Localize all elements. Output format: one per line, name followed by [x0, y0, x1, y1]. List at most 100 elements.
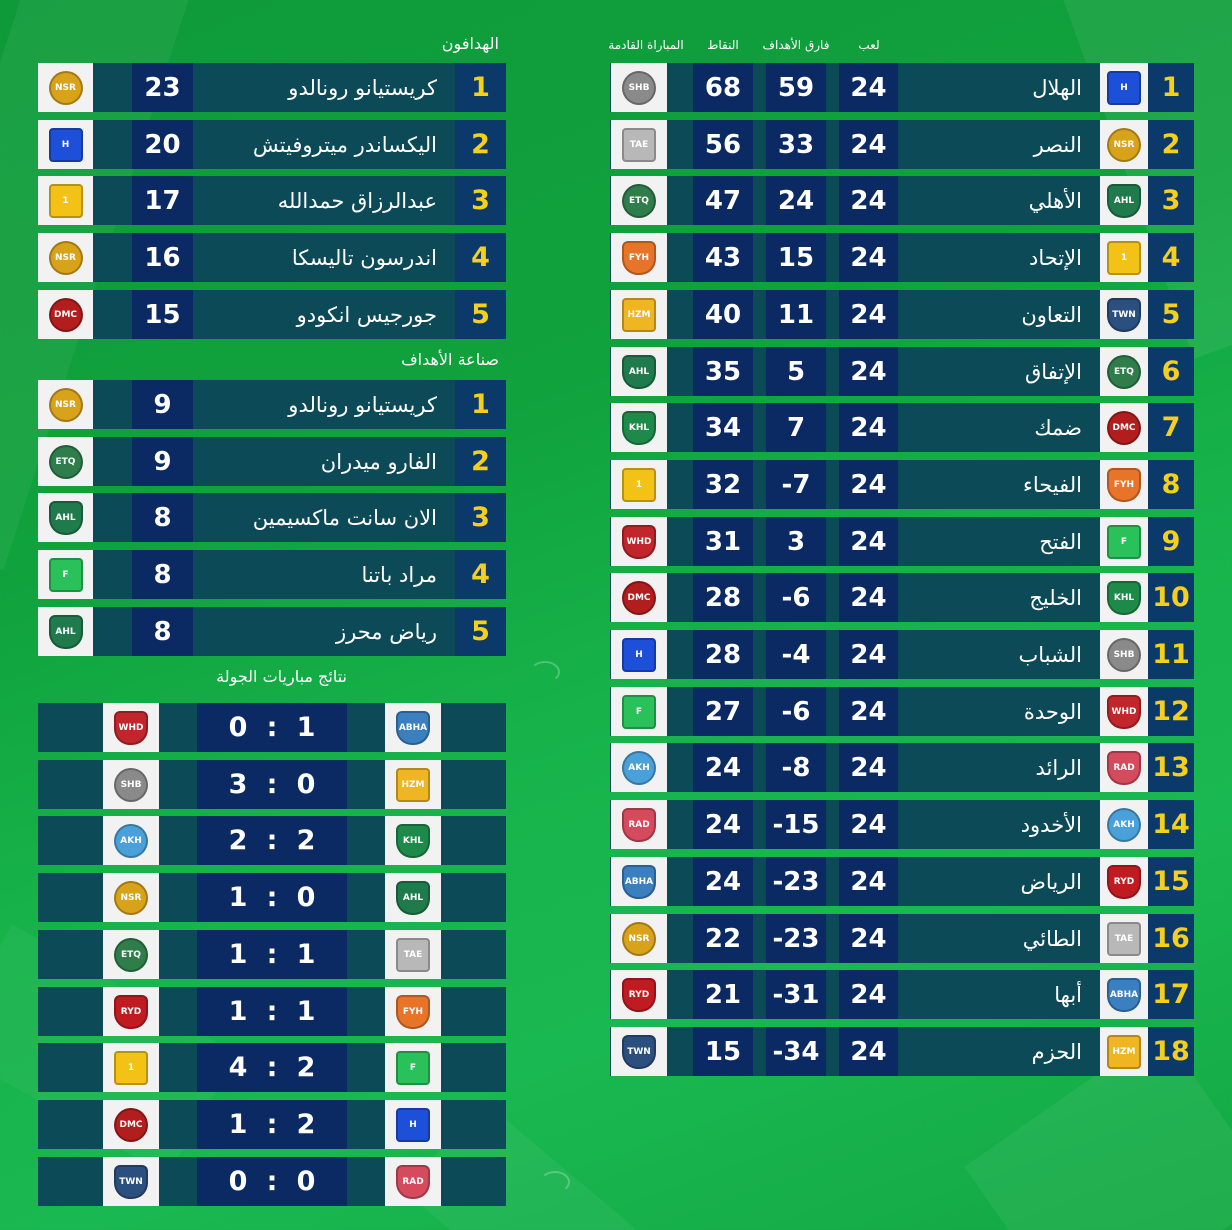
match-row[interactable]: NSR 1:0 AHL [38, 873, 506, 922]
assists-row[interactable]: AHL 8 رياض محرز 5 [38, 607, 506, 656]
standings-row[interactable]: RAD 24 -15 24 الأخدود AKH 14 [610, 800, 1194, 849]
assists-row[interactable]: AHL 8 الان سانت ماكسيمين 3 [38, 493, 506, 542]
scorers-row[interactable]: NSR 23 كريستيانو رونالدو 1 [38, 63, 506, 112]
al-nassr-logo-icon: NSR [48, 387, 83, 422]
team-name: الأهلي [1028, 188, 1082, 213]
score-box: 4:2 [197, 1043, 347, 1092]
points-cell: 35 [693, 347, 753, 396]
standings-row[interactable]: FYH 43 15 24 الإتحاد 1 4 [610, 233, 1194, 282]
al-ettifaq-logo-icon: ETQ [114, 937, 148, 972]
away-team-logo: WHD [103, 703, 159, 752]
match-row[interactable]: AKH 2:2 KHL [38, 816, 506, 865]
player-name: جورجيس انكودو [296, 302, 437, 327]
al-ahli-logo-icon: AHL [1107, 183, 1141, 218]
standings-row[interactable]: RYD 21 -31 24 أبها ABHA 17 [610, 970, 1194, 1019]
rank-cell: 1 [455, 63, 506, 112]
scorers-row[interactable]: H 20 اليكساندر ميتروفيتش 2 [38, 120, 506, 169]
away-score: 0 [228, 712, 248, 743]
rank-cell: 3 [455, 493, 506, 542]
home-score: 2 [296, 825, 316, 856]
standings-row[interactable]: KHL 34 7 24 ضمك DMC 7 [610, 403, 1194, 452]
away-team-logo: SHB [103, 760, 159, 809]
al-ittihad-logo-icon: 1 [1107, 240, 1141, 275]
standings-row[interactable]: 1 32 -7 24 الفيحاء FYH 8 [610, 460, 1194, 509]
assists-row[interactable]: ETQ 9 الفارو ميدران 2 [38, 437, 506, 486]
away-team-logo: TWN [103, 1157, 159, 1206]
rank-cell: 3 [1148, 176, 1194, 225]
score-box: 0:0 [197, 1157, 347, 1206]
played-cell: 24 [839, 800, 898, 849]
standings-row[interactable]: F 27 -6 24 الوحدة WHD 12 [610, 687, 1194, 736]
standings-row[interactable]: AKH 24 -8 24 الرائد RAD 13 [610, 743, 1194, 792]
standings-row[interactable]: H 28 -4 24 الشباب SHB 11 [610, 630, 1194, 679]
played-cell: 24 [839, 914, 898, 963]
rank-cell: 4 [1148, 233, 1194, 282]
standings-row[interactable]: ETQ 47 24 24 الأهلي AHL 3 [610, 176, 1194, 225]
team-logo: 1 [1100, 233, 1148, 282]
rank-cell: 2 [455, 437, 506, 486]
goal-difference-cell: -7 [766, 460, 826, 509]
rank-cell: 2 [1148, 120, 1194, 169]
match-row[interactable]: DMC 1:2 H [38, 1100, 506, 1149]
al-wehda-logo-icon: WHD [622, 524, 656, 559]
scorers-row[interactable]: NSR 16 اندرسون تاليسكا 4 [38, 233, 506, 282]
away-team-logo: NSR [103, 873, 159, 922]
standings-row[interactable]: DMC 28 -6 24 الخليج KHL 10 [610, 573, 1194, 622]
club-logo: AHL [38, 493, 93, 542]
standings-row[interactable]: WHD 31 3 24 الفتح F 9 [610, 517, 1194, 566]
goal-difference-cell: -31 [766, 970, 826, 1019]
standings-row[interactable]: NSR 22 -23 24 الطائي TAE 16 [610, 914, 1194, 963]
standings-row[interactable]: SHB 68 59 24 الهلال H 1 [610, 63, 1194, 112]
standings-row[interactable]: ABHA 24 -23 24 الرياض RYD 15 [610, 857, 1194, 906]
away-score: 1 [228, 1109, 248, 1140]
points-cell: 24 [693, 743, 753, 792]
standings-row[interactable]: HZM 40 11 24 التعاون TWN 5 [610, 290, 1194, 339]
match-row[interactable]: TWN 0:0 RAD [38, 1157, 506, 1206]
match-row[interactable]: SHB 3:0 HZM [38, 760, 506, 809]
next-match-logo: TWN [611, 1027, 667, 1076]
al-fayha-logo-icon: FYH [622, 240, 656, 275]
al-fateh-logo-icon: F [48, 557, 83, 592]
goal-difference-cell: 24 [766, 176, 826, 225]
score-separator: : [266, 1109, 278, 1140]
rank-cell: 17 [1148, 970, 1194, 1019]
standings-row[interactable]: TAE 56 33 24 النصر NSR 2 [610, 120, 1194, 169]
standings-row[interactable]: TWN 15 -34 24 الحزم HZM 18 [610, 1027, 1194, 1076]
al-ittihad-logo-icon: 1 [48, 183, 83, 218]
away-score: 1 [228, 882, 248, 913]
al-wehda-logo-icon: WHD [114, 710, 148, 745]
rank-cell: 5 [1148, 290, 1194, 339]
goal-difference-cell: -15 [766, 800, 826, 849]
score-separator: : [266, 1166, 278, 1197]
al-khaleej-logo-icon: KHL [1107, 580, 1141, 615]
played-cell: 24 [839, 743, 898, 792]
score-box: 1:1 [197, 930, 347, 979]
goal-difference-cell: -6 [766, 573, 826, 622]
goals-cell: 20 [132, 120, 193, 169]
assists-row[interactable]: NSR 9 كريستيانو رونالدو 1 [38, 380, 506, 429]
match-row[interactable]: RYD 1:1 FYH [38, 987, 506, 1036]
standings-row[interactable]: AHL 35 5 24 الإتفاق ETQ 6 [610, 347, 1194, 396]
assists-row[interactable]: F 8 مراد باتنا 4 [38, 550, 506, 599]
goal-difference-cell: -8 [766, 743, 826, 792]
al-wehda-logo-icon: WHD [1107, 694, 1141, 729]
al-riyadh-logo-icon: RYD [622, 977, 656, 1012]
abha-logo-icon: ABHA [622, 864, 656, 899]
al-hazem-logo-icon: HZM [1107, 1034, 1141, 1069]
scorers-row[interactable]: 1 17 عبدالرزاق حمدالله 3 [38, 176, 506, 225]
team-name: الرائد [1035, 755, 1082, 780]
match-row[interactable]: 1 4:2 F [38, 1043, 506, 1092]
goal-difference-cell: 3 [766, 517, 826, 566]
team-name: الرياض [1020, 869, 1082, 894]
score-separator: : [266, 996, 278, 1027]
points-cell: 24 [693, 857, 753, 906]
header-next-match: المباراة القادمة [608, 38, 684, 52]
score-box: 1:2 [197, 1100, 347, 1149]
scorers-row[interactable]: DMC 15 جورجيس انكودو 5 [38, 290, 506, 339]
player-name: اندرسون تاليسكا [291, 245, 437, 270]
played-cell: 24 [839, 176, 898, 225]
match-row[interactable]: ETQ 1:1 TAE [38, 930, 506, 979]
score-separator: : [266, 882, 278, 913]
team-name: الحزم [1031, 1039, 1082, 1064]
match-row[interactable]: WHD 0:1 ABHA [38, 703, 506, 752]
